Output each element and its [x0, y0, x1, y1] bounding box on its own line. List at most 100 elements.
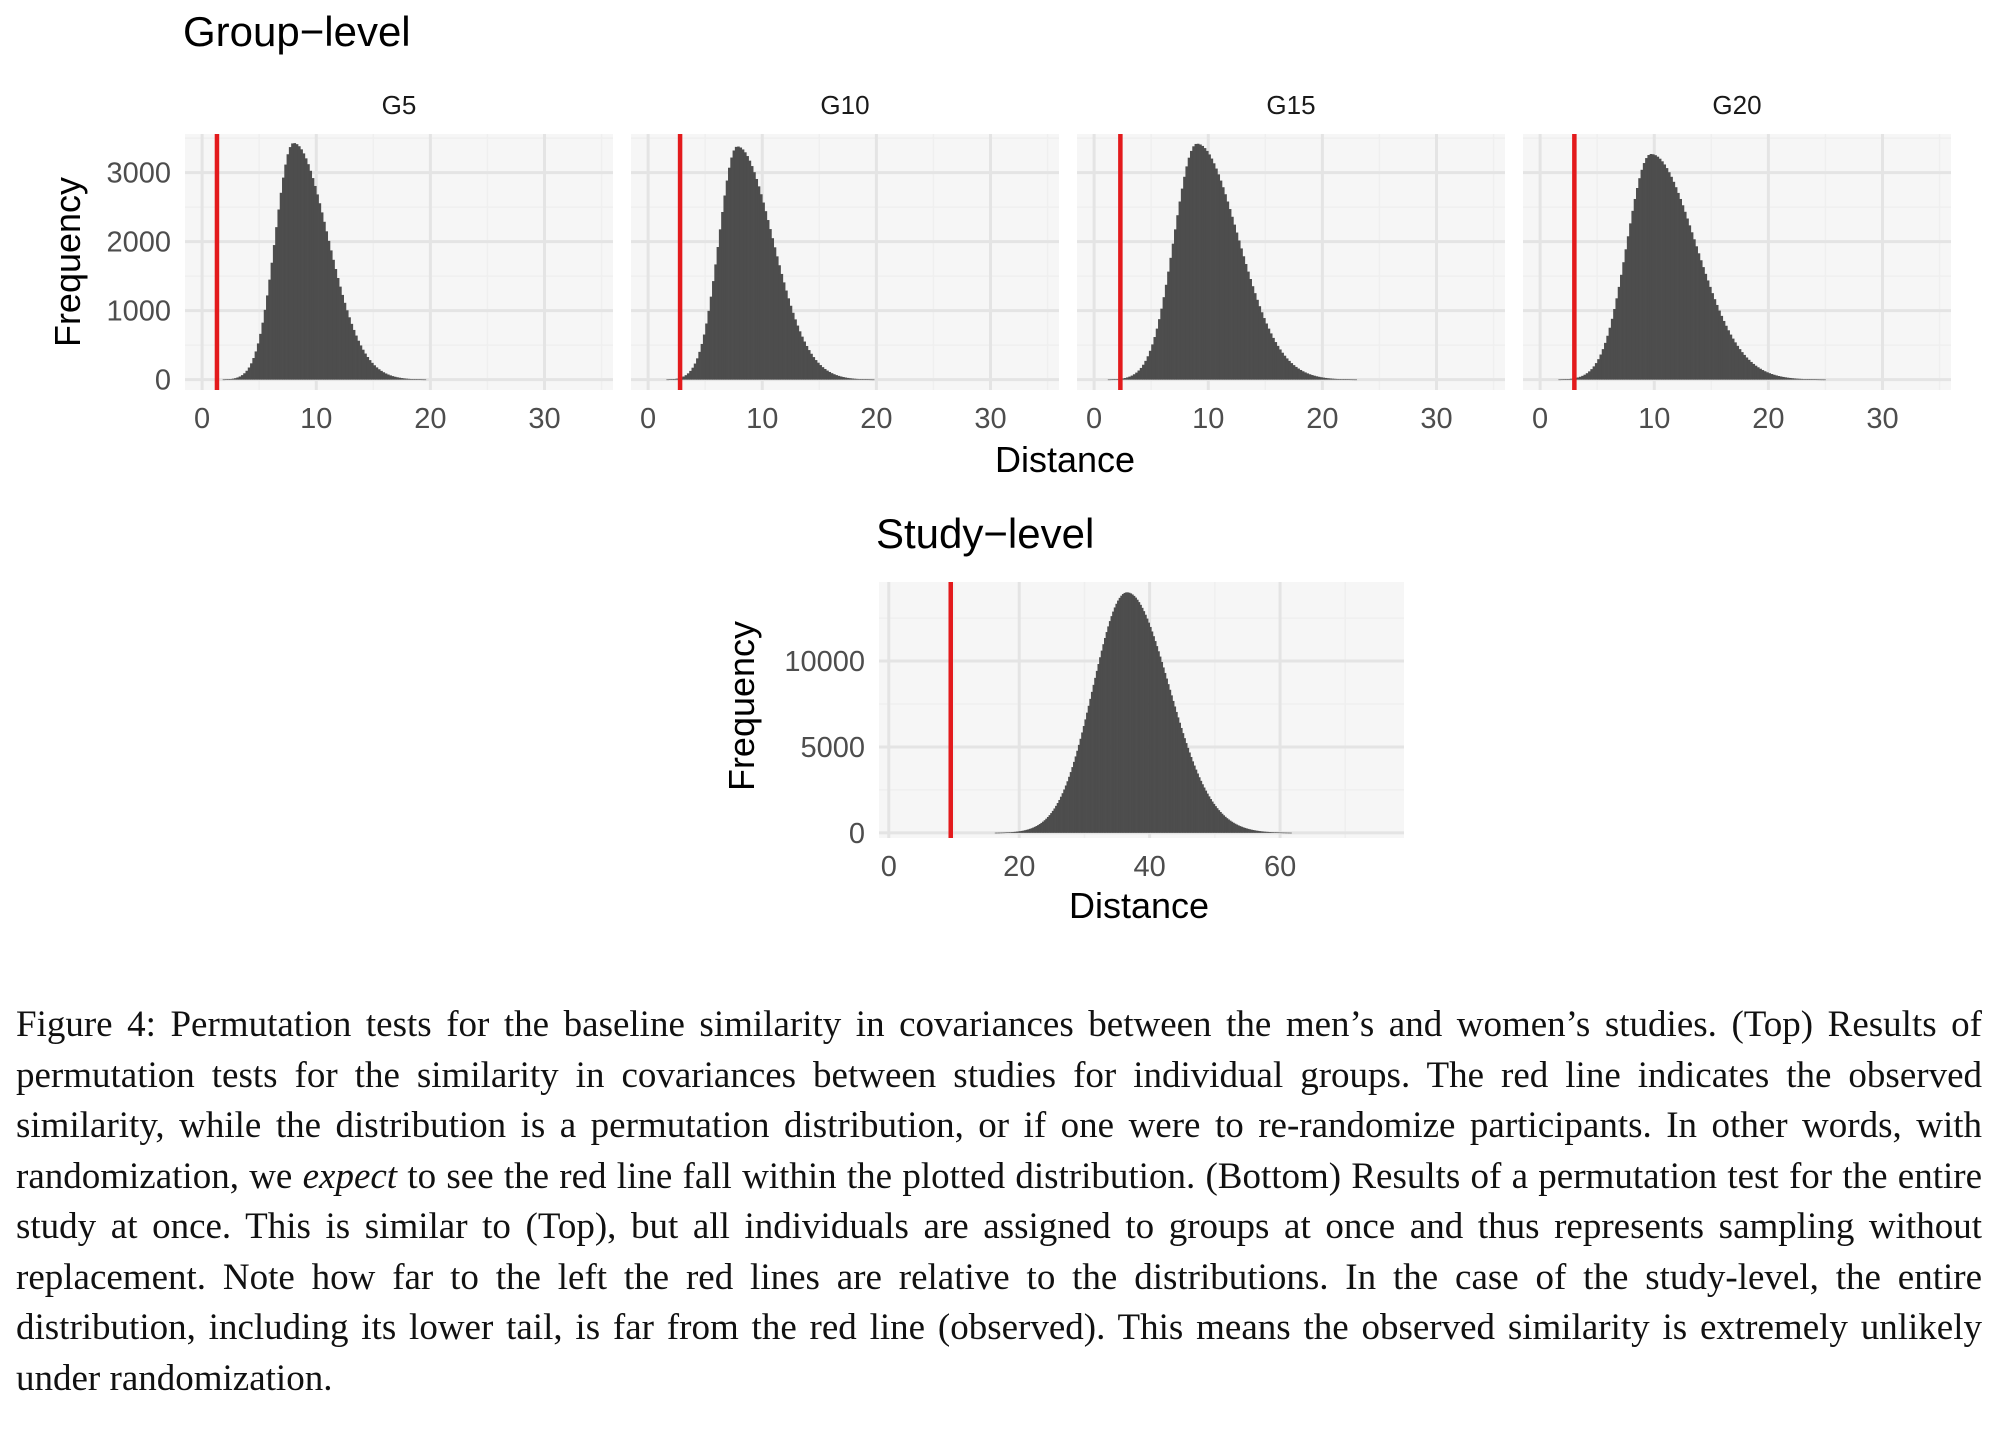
histogram-bar: [833, 374, 836, 380]
histogram-bar: [268, 279, 271, 380]
histogram-bar: [231, 378, 235, 380]
histogram-bar: [1126, 592, 1129, 833]
histogram-bar: [1324, 377, 1328, 380]
histogram-bar: [357, 340, 360, 380]
histogram-bar: [316, 194, 319, 380]
histogram-bar: [1635, 187, 1639, 380]
histogram-bar: [1583, 374, 1587, 380]
histogram-bar: [778, 265, 781, 380]
histogram-bar: [1722, 320, 1726, 380]
histogram-bar: [1715, 304, 1719, 380]
histogram-bar: [746, 156, 749, 380]
histogram-bar: [1791, 378, 1794, 380]
histogram-bar: [682, 376, 685, 380]
histogram-bar: [1061, 793, 1064, 833]
histogram-bar: [741, 149, 745, 380]
histogram-bar: [1695, 246, 1698, 380]
histogram-bar: [1223, 815, 1226, 833]
x-tick-label: 0: [194, 403, 210, 435]
histogram-bar: [384, 373, 388, 380]
histogram-bar: [1219, 811, 1222, 833]
histogram-bar: [1244, 827, 1247, 833]
histogram-bar: [1280, 832, 1283, 834]
x-tick-label: 0: [881, 851, 897, 883]
histogram-bar: [364, 353, 367, 380]
histogram-bar: [1679, 198, 1682, 380]
histogram-bar: [1120, 595, 1123, 833]
histogram-bar: [343, 302, 347, 380]
histogram-bar: [1683, 211, 1687, 380]
histogram-bar: [1094, 677, 1097, 833]
histogram-bar: [423, 379, 427, 381]
histogram-bar: [300, 149, 303, 380]
histogram-bar: [1201, 784, 1204, 833]
histogram-bar: [1278, 832, 1281, 834]
histogram-bar: [1594, 363, 1598, 380]
histogram-bar: [1024, 830, 1027, 833]
histogram-bar: [812, 357, 816, 380]
histogram-bar: [341, 294, 344, 380]
histogram-bar: [320, 212, 324, 380]
histogram-bar: [1149, 626, 1152, 833]
histogram-bar: [327, 240, 331, 380]
panel-background: [1077, 134, 1505, 390]
histogram-bar: [1252, 830, 1255, 833]
histogram-bar: [366, 357, 370, 380]
histogram-bar: [252, 358, 255, 380]
histogram-bar: [1211, 801, 1214, 833]
histogram-bar: [1301, 371, 1305, 380]
histogram-bar: [1251, 286, 1255, 380]
histogram-bar: [1779, 376, 1783, 380]
histogram-bar: [240, 375, 244, 380]
histogram-bar: [1015, 831, 1018, 833]
histogram-bar: [862, 379, 866, 380]
histogram-bar: [236, 377, 239, 380]
histogram-bar: [1064, 785, 1067, 833]
histogram-bar: [1260, 831, 1263, 833]
x-tick-label: 20: [1003, 851, 1035, 883]
histogram-bar: [250, 363, 253, 380]
histogram-bar: [748, 160, 752, 380]
study-x-axis-label: Distance: [1069, 885, 1209, 926]
histogram-bar: [1786, 377, 1790, 380]
histogram-bar: [1187, 157, 1191, 380]
histogram-bar: [1235, 232, 1239, 380]
histogram-bar: [1126, 377, 1129, 380]
histogram-bar: [1020, 830, 1023, 833]
histogram-bar: [1079, 738, 1082, 833]
histogram-bar: [359, 345, 363, 380]
histogram-bar: [1176, 215, 1179, 380]
histogram-bar: [1255, 830, 1258, 833]
histogram-bar: [1784, 377, 1787, 380]
histogram-bar: [1285, 358, 1289, 380]
histogram-bar: [284, 164, 287, 380]
histogram-bar: [853, 378, 857, 380]
study-y-axis-label: Frequency: [721, 621, 762, 791]
histogram-bar: [1281, 832, 1284, 834]
histogram-bar: [1115, 603, 1118, 833]
histogram-bar: [998, 832, 1001, 834]
histogram-bar: [329, 250, 333, 380]
histogram-bar: [1210, 158, 1214, 380]
histogram-bar: [1576, 377, 1580, 380]
histogram-bar: [1336, 378, 1339, 380]
histogram-bar: [766, 220, 770, 380]
histogram-bar: [1581, 375, 1584, 380]
histogram-bar: [1012, 831, 1015, 833]
histogram-bar: [1107, 626, 1110, 833]
histogram-bar: [1340, 379, 1344, 380]
histogram-bar: [318, 203, 322, 380]
histogram-bar: [709, 296, 713, 380]
histogram-bar: [1004, 832, 1007, 834]
histogram-bar: [1326, 378, 1330, 380]
group-level-panels: G5 0 10 20 30 0 1000 2000 3000 G10 0 10 20 30 G15 0 10 20…: [106, 90, 1951, 435]
histogram-bar: [1142, 364, 1145, 380]
histogram-bar: [1268, 832, 1271, 833]
histogram-bar: [323, 221, 326, 380]
histogram-bar: [1037, 825, 1040, 833]
histogram-bar: [270, 262, 274, 380]
histogram-bar: [243, 373, 246, 380]
histogram-bar: [1814, 379, 1817, 381]
histogram-bar: [700, 343, 704, 380]
histogram-bar: [1216, 808, 1219, 833]
